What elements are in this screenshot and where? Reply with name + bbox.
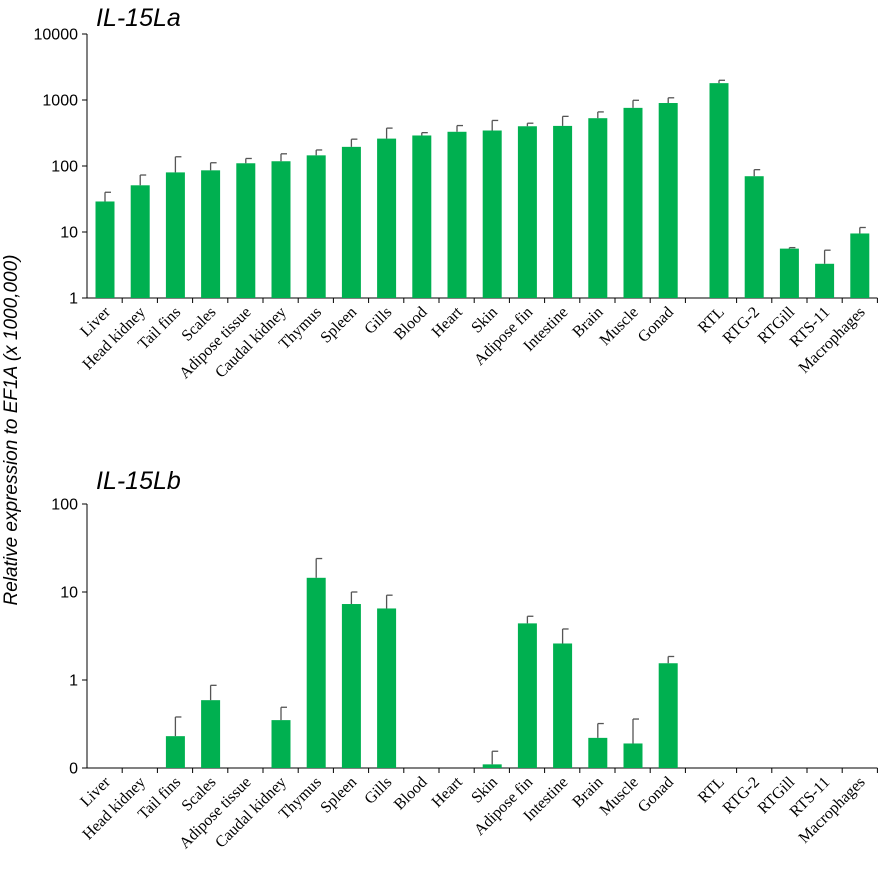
x-tick-label-muscle: Muscle [596,304,641,349]
y-tick-label: 1 [69,673,78,690]
y-tick-label: 100 [51,497,78,514]
y-tick-label: 100 [51,159,78,176]
bar-macrophages [850,233,870,298]
bar-gills [377,138,397,298]
bar-skin [482,130,502,298]
y-tick-label: 10000 [34,27,79,44]
bar-head-kidney [130,185,150,298]
bar-brain [588,737,608,768]
bar-thymus [306,577,326,768]
x-tick-label-spleen: Spleen [317,774,360,817]
x-tick-label-heart: Heart [429,303,467,341]
bar-tail-fins [165,736,185,768]
x-tick-label-blood: Blood [391,304,431,344]
bar-brain [588,118,608,299]
bar-rts-11 [815,263,835,298]
x-tick-label-gonad: Gonad [635,774,677,816]
bar-gonad [658,103,678,299]
x-tick-label-gills: Gills [361,304,395,338]
x-tick-label-rtg-2: RTG-2 [720,774,763,817]
bar-intestine [553,125,573,299]
bar-gonad [658,663,678,768]
x-tick-label-gonad: Gonad [635,304,677,346]
bar-muscle [623,107,643,298]
bar-rtl [709,83,729,299]
bar-scales [201,170,221,298]
x-tick-label-rtg-2: RTG-2 [720,304,763,347]
bar-tail-fins [165,172,185,298]
bar-rtgill [779,248,799,298]
chart-title-il15lb: IL-15Lb [96,467,181,495]
x-tick-label-heart: Heart [429,773,467,811]
bar-liver [95,201,115,298]
y-tick-label: 1 [69,291,78,308]
bar-scales [201,700,221,768]
bar-intestine [553,643,573,768]
bar-adipose-fin [517,126,537,298]
bar-caudal-kidney [271,720,291,768]
x-tick-label-gills: Gills [361,774,395,808]
bar-adipose-tissue [236,163,256,298]
bar-spleen [341,146,361,298]
bar-muscle [623,743,643,768]
x-tick-label-muscle: Muscle [596,774,641,819]
chart-title-il15la: IL-15La [96,4,181,32]
x-tick-label-spleen: Spleen [317,304,360,347]
bar-blood [412,135,432,298]
y-tick-label: 10 [60,585,78,602]
bar-adipose-fin [517,623,537,768]
bar-caudal-kidney [271,161,291,298]
x-tick-label-blood: Blood [391,774,431,814]
bar-skin [482,764,502,768]
bar-spleen [341,604,361,768]
bar-rtg-2 [744,176,764,298]
bar-gills [377,608,397,768]
bar-heart [447,131,467,298]
bar-thymus [306,155,326,298]
y-tick-label: 1000 [42,93,78,110]
y-tick-label: 0 [69,761,78,778]
y-tick-label: 10 [60,225,78,242]
y-axis-label: Relative expression to EF1A (x 1000,000) [1,255,22,606]
